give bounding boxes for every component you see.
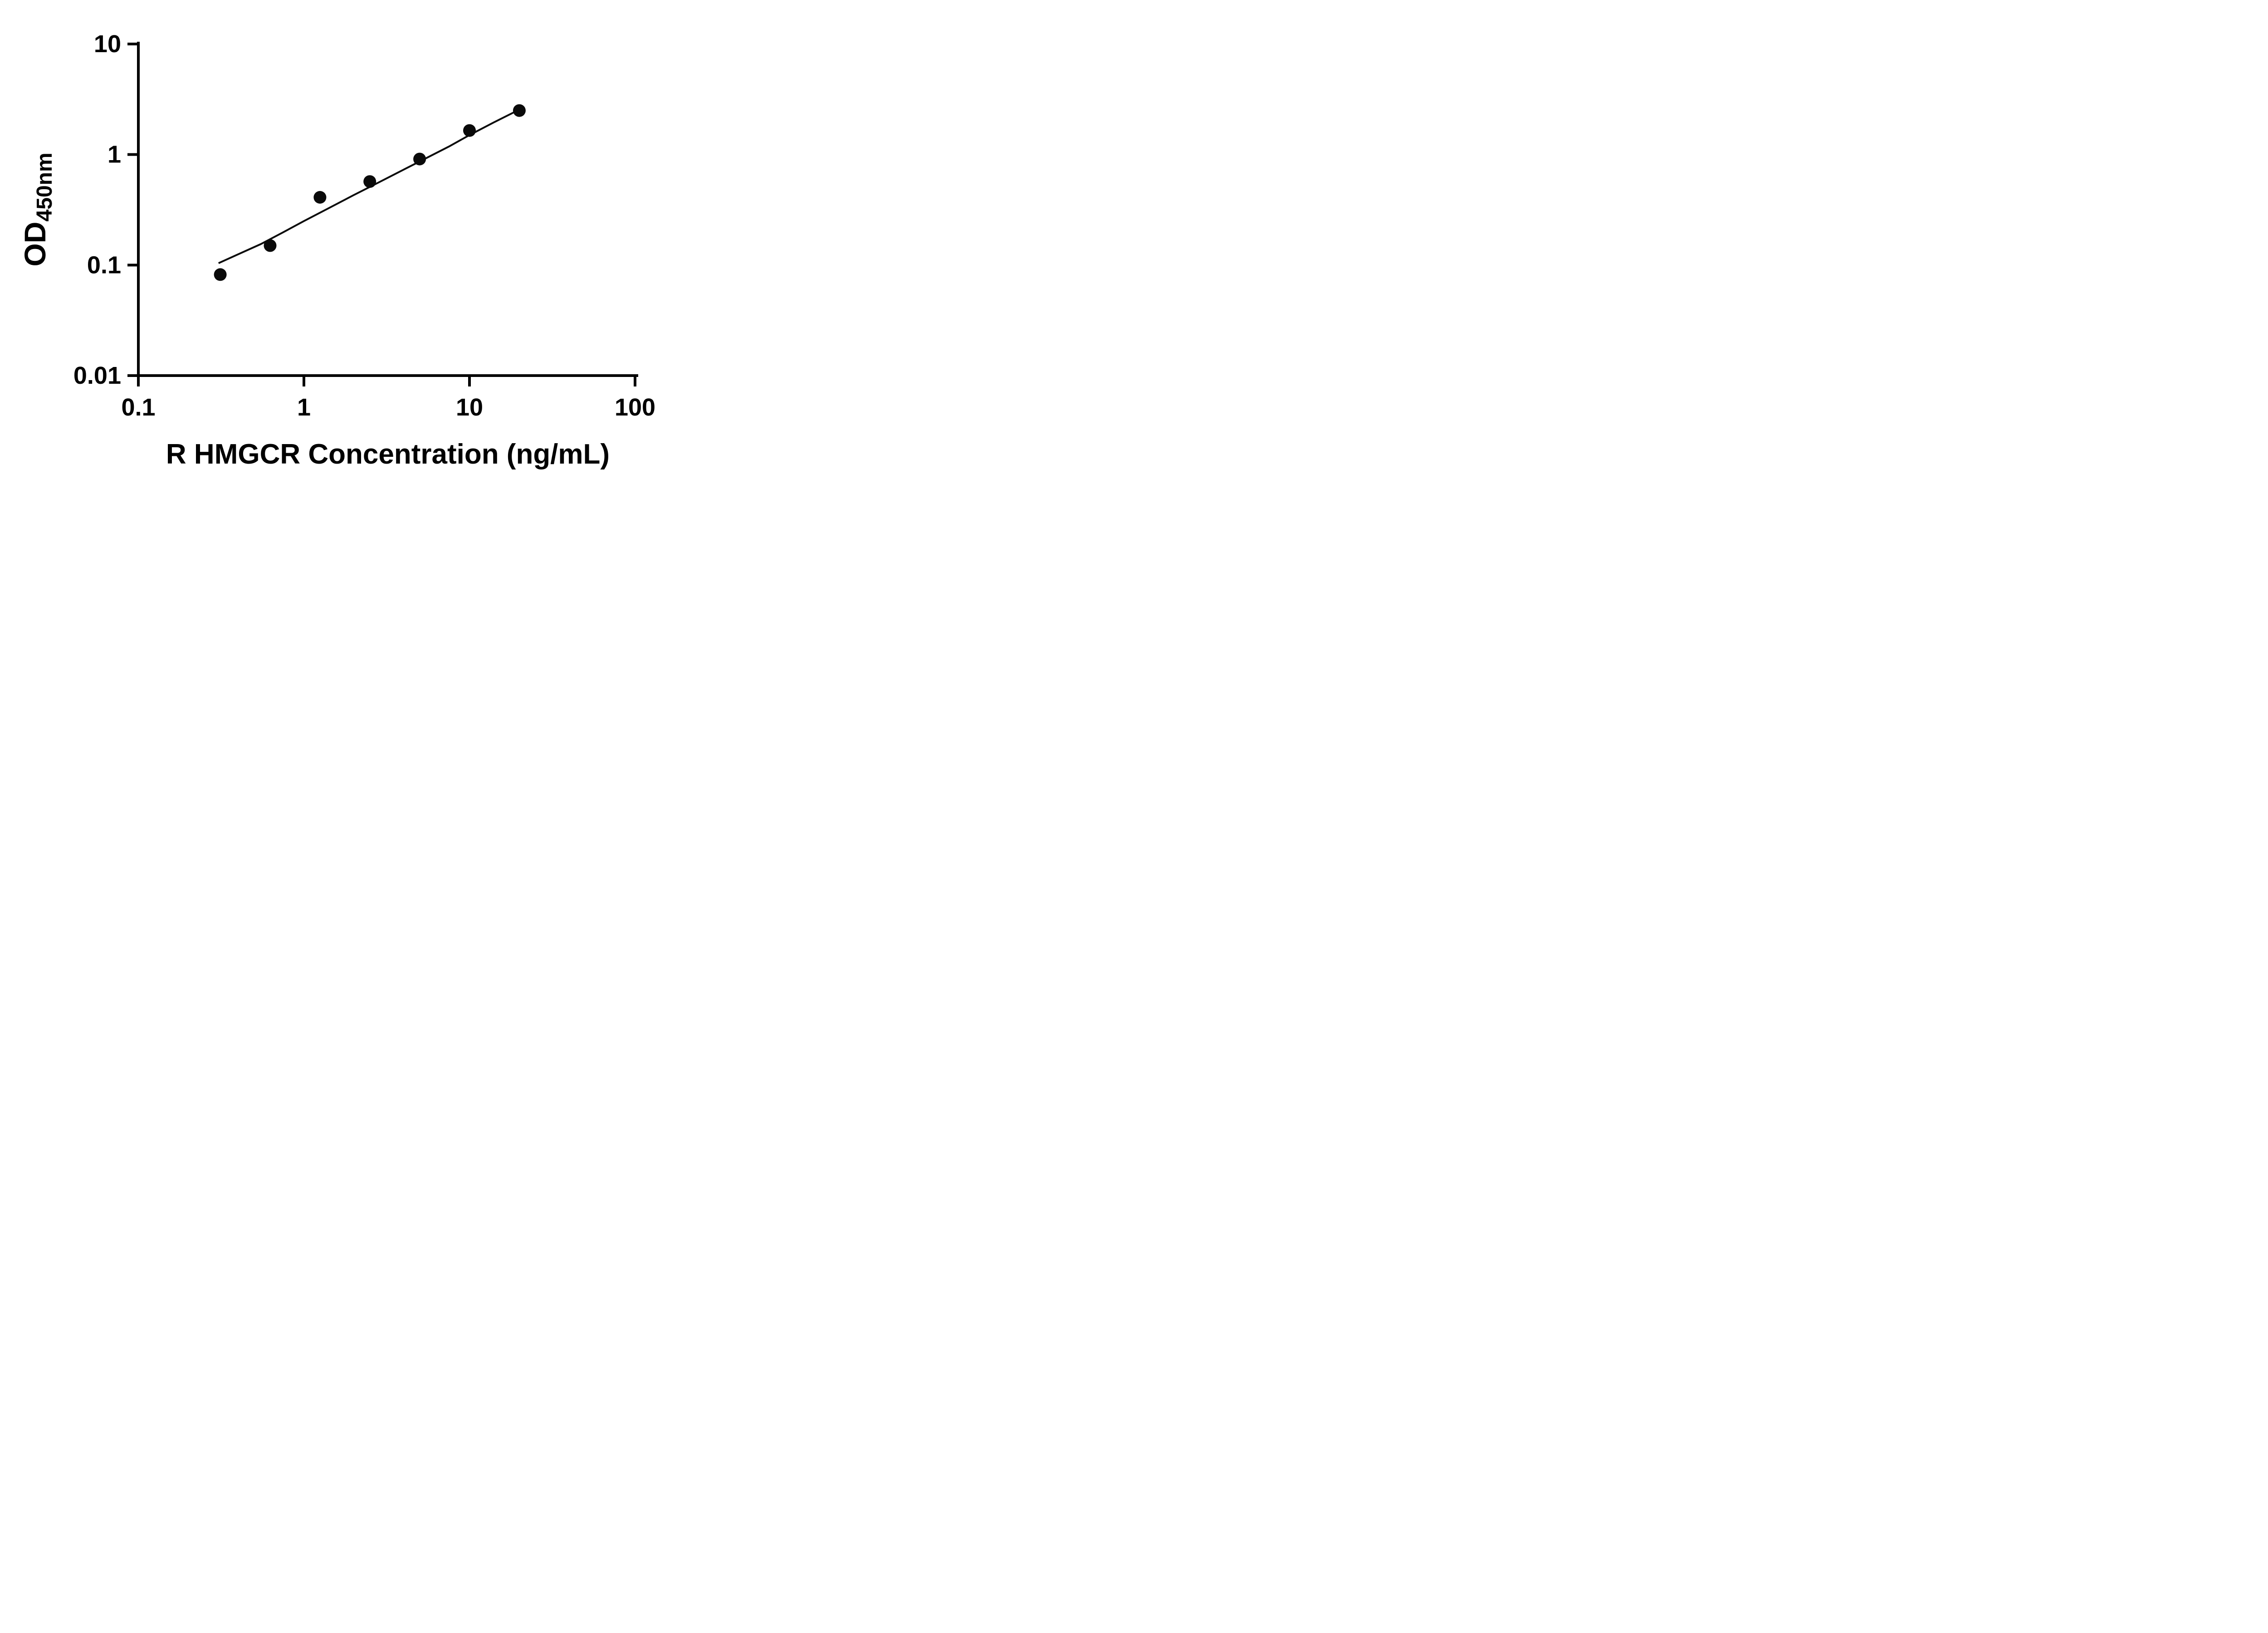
y-tick-label: 10 (94, 30, 121, 58)
y-tick-label: 1 (108, 141, 121, 168)
data-point (264, 239, 277, 252)
x-tick-label: 1 (297, 394, 311, 421)
y-axis-title-main: OD (18, 222, 52, 267)
data-point (214, 268, 227, 281)
x-tick-label: 0.1 (121, 394, 155, 421)
x-axis-title: R HMGCR Concentration (ng/mL) (166, 439, 610, 470)
data-point (363, 175, 376, 188)
series-layer (214, 104, 526, 281)
y-tick-label: 0.1 (87, 251, 121, 279)
y-tick-label: 0.01 (73, 362, 121, 389)
x-tick-label: 100 (615, 394, 655, 421)
data-point (463, 124, 476, 137)
x-tick-label: 10 (456, 394, 483, 421)
y-axis-title-sub: 450nm (33, 152, 57, 221)
fit-line (218, 108, 520, 264)
standard-curve-figure: 0.1 1 10 100 0.01 0.1 1 10 R HMGCR Concentratio… (0, 0, 701, 490)
data-point (413, 152, 426, 166)
data-point (313, 191, 327, 204)
data-point (513, 104, 526, 117)
y-axis-title: OD450nm (18, 152, 57, 266)
